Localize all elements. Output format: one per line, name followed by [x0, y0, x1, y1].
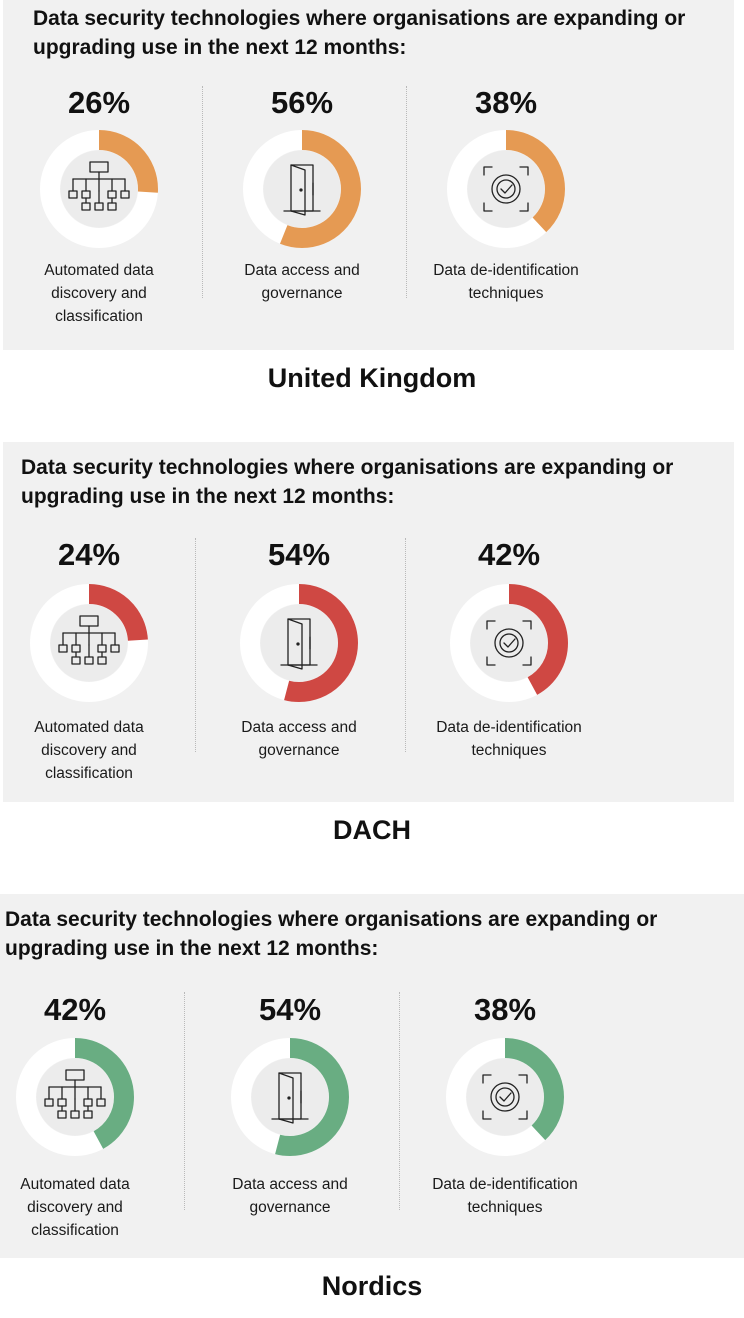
category-label-line: techniques: [467, 1199, 543, 1216]
category-label: Automated data discovery and classificatio…: [0, 1173, 155, 1242]
category-label-line: Data de-identification: [432, 1176, 578, 1193]
panel-title-line: Data security technologies where organis…: [21, 456, 674, 479]
category-label-line: Automated data: [34, 719, 144, 736]
category-label-line: Data de-identification: [433, 262, 579, 279]
percentage-label: 38%: [474, 85, 538, 120]
percentage-label: 54%: [258, 992, 322, 1027]
category-label-line: governance: [249, 1199, 331, 1216]
donut-segment: [446, 1038, 564, 1156]
donut-hub: [470, 604, 548, 682]
donut-segment: [447, 130, 565, 248]
hierarchy-icon: [58, 615, 120, 665]
panel-title-line: upgrading use in the next 12 months:: [5, 937, 379, 960]
category-label: Automated data discovery and classificatio…: [9, 716, 169, 785]
category-label: Data de-identification techniques: [426, 259, 586, 305]
category-label-line: techniques: [468, 285, 544, 302]
percentage-label: 24%: [57, 537, 121, 572]
hierarchy-icon: [68, 161, 130, 211]
region-title: Nordics: [321, 1271, 423, 1301]
donut-chart: [40, 130, 158, 248]
column-divider: [406, 86, 407, 298]
panel-title-line: Data security technologies where organis…: [33, 7, 686, 30]
panel-title-line: upgrading use in the next 12 months:: [33, 36, 407, 59]
panel-title-line: Data security technologies where organis…: [5, 908, 658, 931]
percentage-label: 26%: [67, 85, 131, 120]
door-icon: [283, 164, 321, 216]
region-title: United Kingdom: [267, 363, 477, 393]
category-label-line: discovery and: [51, 285, 147, 302]
donut-segment: [231, 1038, 349, 1156]
face-scan-icon: [482, 1074, 528, 1120]
column-divider: [195, 538, 196, 752]
category-label-line: governance: [258, 742, 340, 759]
donut-chart: [16, 1038, 134, 1156]
category-label: Data de-identification techniques: [429, 716, 589, 762]
door-icon: [280, 618, 318, 670]
donut-hub: [467, 150, 545, 228]
category-label: Data access and governance: [222, 259, 382, 305]
category-label-line: discovery and: [27, 1199, 123, 1216]
category-label-line: techniques: [471, 742, 547, 759]
panel-title: Data security technologies where organis…: [21, 453, 673, 511]
door-icon: [271, 1072, 309, 1124]
category-label-line: classification: [45, 765, 133, 782]
category-label-line: discovery and: [41, 742, 137, 759]
column-divider: [405, 538, 406, 752]
panel-title-line: upgrading use in the next 12 months:: [21, 485, 395, 508]
donut-chart: [243, 130, 361, 248]
percentage-label: 54%: [267, 537, 331, 572]
category-label: Data access and governance: [219, 716, 379, 762]
donut-segment: [40, 130, 158, 248]
donut-chart: [231, 1038, 349, 1156]
region-title: DACH: [333, 815, 411, 845]
percentage-label: 42%: [43, 992, 107, 1027]
category-label-line: Data de-identification: [436, 719, 582, 736]
panel-title: Data security technologies where organis…: [33, 4, 685, 62]
donut-chart: [450, 584, 568, 702]
donut-segment: [16, 1038, 134, 1156]
panel-title: Data security technologies where organis…: [5, 905, 657, 963]
category-label-line: Data access and: [232, 1176, 348, 1193]
face-scan-icon: [483, 166, 529, 212]
face-scan-icon: [486, 620, 532, 666]
category-label: Data access and governance: [210, 1173, 370, 1219]
category-label: Data de-identification techniques: [425, 1173, 585, 1219]
donut-chart: [240, 584, 358, 702]
category-label-line: Data access and: [241, 719, 357, 736]
donut-hub: [466, 1058, 544, 1136]
hierarchy-icon: [44, 1069, 106, 1119]
percentage-label: 56%: [270, 85, 334, 120]
percentage-label: 42%: [477, 537, 541, 572]
column-divider: [202, 86, 203, 298]
percentage-label: 38%: [473, 992, 537, 1027]
category-label-line: Data access and: [244, 262, 360, 279]
category-label-line: classification: [31, 1222, 119, 1239]
column-divider: [184, 992, 185, 1210]
donut-segment: [240, 584, 358, 702]
donut-segment: [243, 130, 361, 248]
donut-chart: [446, 1038, 564, 1156]
donut-chart: [30, 584, 148, 702]
column-divider: [399, 992, 400, 1210]
donut-chart: [447, 130, 565, 248]
category-label-line: classification: [55, 308, 143, 325]
category-label-line: Automated data: [44, 262, 154, 279]
category-label-line: Automated data: [20, 1176, 130, 1193]
donut-segment: [450, 584, 568, 702]
category-label: Automated data discovery and classificatio…: [19, 259, 179, 328]
donut-segment: [30, 584, 148, 702]
category-label-line: governance: [261, 285, 343, 302]
